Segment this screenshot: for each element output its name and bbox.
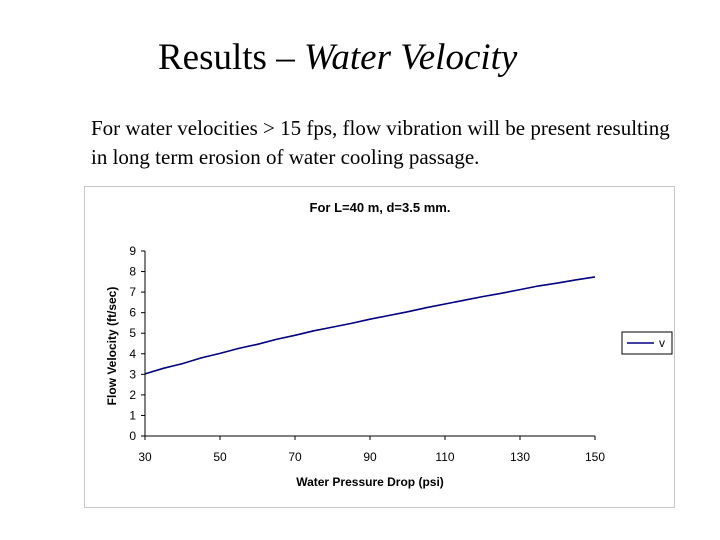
chart-legend: v [621,331,673,355]
y-axis-label: Flow Velocity (ft/sec) [105,287,119,406]
y-tick-label: 5 [129,326,136,340]
x-tick-label: 130 [510,450,530,464]
y-tick-label: 7 [129,285,136,299]
x-tick-label: 110 [435,450,454,464]
slide-title: Results – Water Velocity [158,36,517,79]
slide-title-plain: Results – [158,37,304,78]
series-line-v [144,276,596,375]
x-axis-label: Water Pressure Drop (psi) [296,475,444,489]
y-tick-label: 4 [129,347,136,361]
x-tick-label: 150 [585,450,605,464]
y-tick-label: 9 [129,244,136,258]
chart-frame [84,186,675,508]
legend-label: v [659,336,665,350]
slide-body-text: For water velocities > 15 fps, flow vibr… [91,116,670,169]
chart-title: For L=40 m, d=3.5 mm. [310,200,451,215]
chart-axes: 0 1 2 3 4 5 6 7 8 9 30 50 70 90 110 130 150 [129,244,605,464]
x-tick-label: 90 [363,450,377,464]
y-tick-label: 0 [129,429,136,443]
slide-title-italic: Water Velocity [303,37,518,78]
y-tick-label: 3 [129,367,136,381]
y-tick-label: 6 [129,306,136,320]
y-tick-label: 2 [129,388,136,402]
x-tick-label: 70 [288,450,302,464]
x-tick-label: 50 [213,450,227,464]
x-tick-label: 30 [138,450,152,464]
y-tick-label: 1 [129,408,136,422]
y-tick-label: 8 [129,265,136,279]
plot-area [144,276,596,375]
